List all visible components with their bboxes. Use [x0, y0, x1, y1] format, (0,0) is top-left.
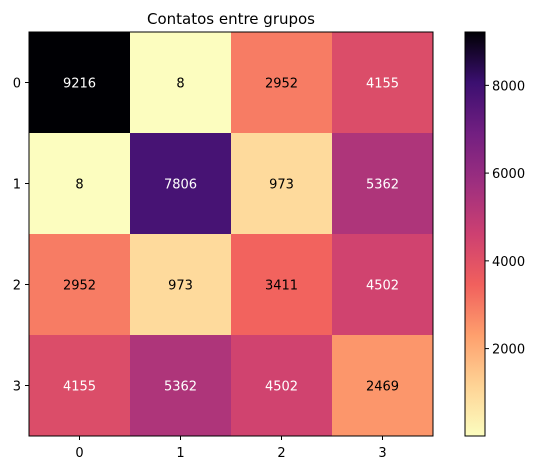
- plot-frame: [28, 31, 434, 437]
- heatmap-cell: [130, 133, 232, 235]
- x-tick-label: 3: [378, 446, 386, 461]
- colorbar-tick-label: 6000: [492, 167, 525, 182]
- cell-value-label: 8: [75, 178, 83, 193]
- cell-value-label: 5362: [366, 178, 399, 193]
- x-tick-label: 0: [75, 446, 83, 461]
- y-tick-label: 0: [13, 77, 21, 92]
- cell-value-label: 8: [176, 77, 184, 92]
- cell-value-label: 2952: [63, 279, 96, 294]
- heatmap-cell: [29, 133, 131, 235]
- cell-value-label: 3411: [265, 279, 298, 294]
- heatmap-cell: [231, 335, 333, 437]
- y-tick-label: 1: [13, 178, 21, 193]
- cell-value-label: 2952: [265, 77, 298, 92]
- heatmap-cell: [332, 32, 434, 134]
- heatmap-cells: 9216 8 2952 4155 8 7806 973 5362 2952 973 3411 4502…: [29, 32, 434, 437]
- colorbar-tick-label: 8000: [492, 79, 525, 94]
- heatmap-cell: [29, 234, 131, 336]
- heatmap-cell: [231, 133, 333, 235]
- cell-value-label: 7806: [164, 178, 197, 193]
- x-axis-ticks: 0 1 2 3: [75, 436, 387, 461]
- heatmap-cell: [332, 234, 434, 336]
- heatmap-cell: [130, 32, 232, 134]
- heatmap-cell: [231, 32, 333, 134]
- colorbar: [464, 31, 486, 437]
- cell-value-label: 4155: [63, 380, 96, 395]
- x-tick-label: 1: [176, 446, 184, 461]
- x-tick-label: 2: [277, 446, 285, 461]
- heatmap-cell: [332, 335, 434, 437]
- cell-value-label: 973: [269, 178, 294, 193]
- heatmap-cell: [29, 32, 131, 134]
- heatmap-cell: [29, 335, 131, 437]
- y-tick-label: 3: [13, 380, 21, 395]
- heatmap-cell: [332, 133, 434, 235]
- colorbar-ticks: 2000 4000 6000 8000: [485, 79, 525, 358]
- y-axis-ticks: 0 1 2 3: [13, 77, 29, 395]
- cell-value-label: 4502: [366, 279, 399, 294]
- heatmap-cell: [231, 234, 333, 336]
- cell-value-label: 4502: [265, 380, 298, 395]
- heatmap-cell: [130, 335, 232, 437]
- colorbar-tick-label: 4000: [492, 255, 525, 270]
- cell-value-label: 4155: [366, 77, 399, 92]
- heatmap-cell: [130, 234, 232, 336]
- cell-value-label: 973: [168, 279, 193, 294]
- chart-title: Contatos entre grupos: [147, 10, 315, 28]
- cell-value-label: 2469: [366, 380, 399, 395]
- cell-value-label: 9216: [63, 77, 96, 92]
- cell-value-label: 5362: [164, 380, 197, 395]
- colorbar-tick-label: 2000: [492, 343, 525, 358]
- y-tick-label: 2: [13, 279, 21, 294]
